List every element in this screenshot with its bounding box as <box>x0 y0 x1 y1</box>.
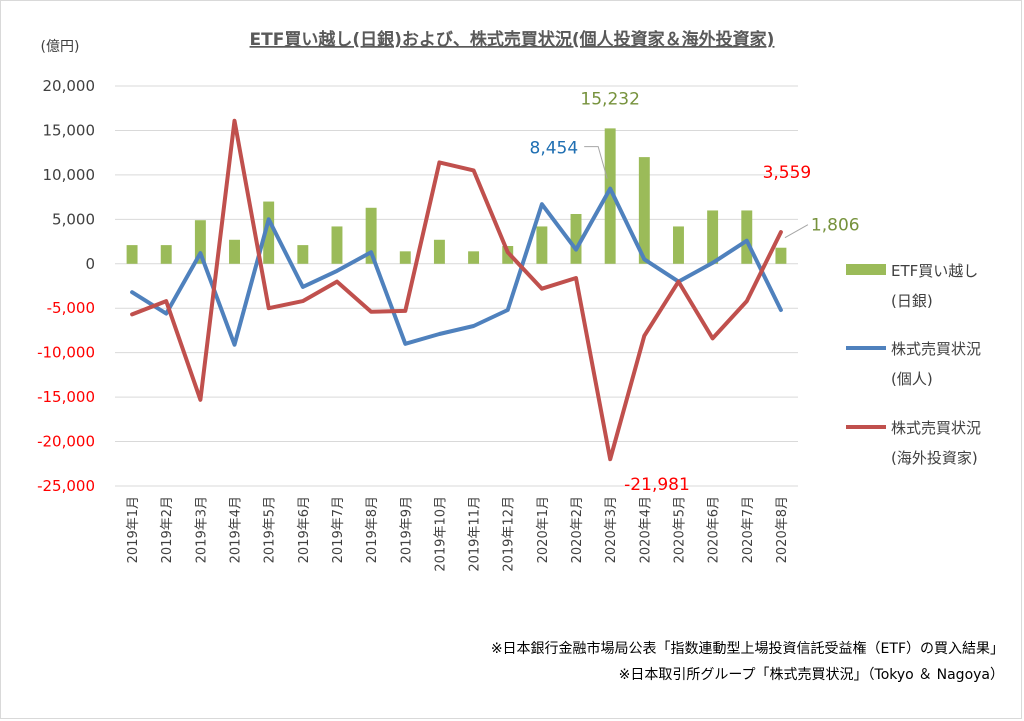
legend-label: 株式売買状況 <box>891 419 981 437</box>
etf-bars <box>126 128 787 264</box>
chart-title: ETF買い越し(日銀)および、株式売買状況(個人投資家＆海外投資家) <box>250 29 775 50</box>
x-tick-label: 2019年4月 <box>229 496 244 563</box>
y-tick-label: 15,000 <box>43 121 96 139</box>
etf-bar <box>297 245 309 264</box>
source-note-boj: ※日本銀行金融市場局公表「指数連動型上場投資信託受益権（ETF）の買入結果」 <box>491 640 1004 657</box>
x-tick-label: 2019年5月 <box>263 496 278 563</box>
legend-label: (海外投資家) <box>891 449 978 467</box>
x-tick-label: 2019年10月 <box>433 496 448 572</box>
etf-bar <box>229 239 240 264</box>
y-tick-label: 5,000 <box>52 210 95 228</box>
x-tick-labels: 2019年1月 2019年2月 2019年3月 2019年4月 2019年5月 2019年… <box>126 496 790 572</box>
x-tick-label: 2020年6月 <box>707 496 722 563</box>
etf-bar <box>570 214 582 264</box>
y-tick-label: -15,000 <box>37 388 95 406</box>
x-tick-label: 2019年1月 <box>126 496 141 563</box>
data-label: 1,806 <box>811 216 860 236</box>
legend: ETF買い越し (日銀) 株式売買状況 (個人) 株式売買状況 (海外投資家) <box>846 262 981 467</box>
x-tick-label: 2019年6月 <box>297 496 312 563</box>
label-leader-line <box>584 146 608 179</box>
etf-bar <box>638 157 650 264</box>
series-line <box>130 186 783 347</box>
etf-bar <box>775 247 787 264</box>
data-label: 15,232 <box>580 89 639 109</box>
x-tick-label: 2020年5月 <box>672 496 687 563</box>
source-note-jpx: ※日本取引所グループ「株式売買状況」（Tokyo ＆ Nagoya） <box>619 667 1004 683</box>
data-label: -21,981 <box>624 475 690 495</box>
x-tick-label: 2019年11月 <box>468 496 483 572</box>
gridlines <box>115 85 798 487</box>
y-tick-labels: 20,000 15,000 10,000 5,000 0 -5,000 -10,000 -15… <box>37 77 95 495</box>
y-unit-label: (億円) <box>41 39 80 55</box>
legend-label: (個人) <box>891 370 933 388</box>
x-tick-label: 2019年9月 <box>399 496 414 563</box>
label-leader-line <box>784 224 809 239</box>
etf-bar <box>126 245 138 264</box>
etf-bar <box>536 226 548 264</box>
y-tick-label: 0 <box>85 255 95 273</box>
x-tick-label: 2019年7月 <box>331 496 346 563</box>
y-tick-label: 20,000 <box>43 77 96 95</box>
y-tick-label: 10,000 <box>43 166 96 184</box>
x-tick-label: 2019年2月 <box>160 496 175 563</box>
y-tick-label: -25,000 <box>37 477 95 495</box>
data-label: 8,454 <box>530 139 579 159</box>
x-tick-label: 2020年8月 <box>775 496 790 563</box>
x-tick-label: 2020年3月 <box>604 496 619 563</box>
data-labels: 15,232 1,806 8,454 3,559 -21,981 <box>530 89 860 495</box>
legend-label: ETF買い越し <box>891 262 978 280</box>
etf-bar <box>707 210 719 264</box>
legend-label: 株式売買状況 <box>891 340 981 358</box>
x-tick-label: 2019年12月 <box>502 496 517 572</box>
y-tick-label: -5,000 <box>47 299 95 317</box>
etf-bar <box>399 251 411 264</box>
etf-bar <box>433 239 445 264</box>
etf-bar <box>160 245 172 264</box>
etf-bar <box>741 210 753 264</box>
series-line <box>130 118 783 462</box>
y-tick-label: -10,000 <box>37 344 95 362</box>
x-tick-label: 2019年3月 <box>194 496 209 563</box>
x-tick-label: 2020年7月 <box>741 496 756 563</box>
etf-bar <box>673 226 684 264</box>
etf-bar <box>604 128 616 264</box>
data-label: 3,559 <box>763 163 812 183</box>
etf-bar <box>365 207 377 264</box>
y-tick-label: -20,000 <box>37 433 95 451</box>
x-tick-label: 2019年8月 <box>365 496 380 563</box>
legend-bar-swatch <box>846 264 886 275</box>
etf-bar <box>468 251 480 264</box>
x-tick-label: 2020年4月 <box>638 496 653 563</box>
x-tick-label: 2020年1月 <box>536 496 551 563</box>
legend-label: (日銀) <box>891 292 933 310</box>
x-tick-label: 2020年2月 <box>570 496 585 563</box>
etf-bar <box>263 201 275 264</box>
etf-bar <box>194 220 206 264</box>
etf-bar <box>331 226 343 264</box>
line-series <box>130 118 783 462</box>
